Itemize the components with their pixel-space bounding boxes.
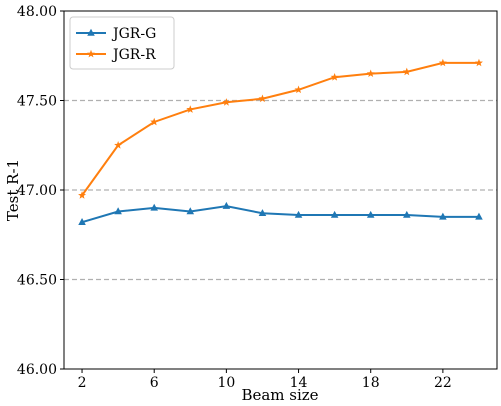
data-point-jgr-g [222,201,231,209]
legend-entry-jgr-g: JGR-G [76,26,156,42]
series-line-jgr-g [81,205,479,224]
x-tick-label: 2 [78,375,87,391]
data-point-jgr-r [186,105,195,113]
x-axis-ticks: 2 6 10 14 18 22 [78,369,452,391]
data-point-jgr-r [150,117,159,126]
data-point-jgr-r [78,191,87,199]
legend-swatch-marker [87,28,95,36]
data-point-jgr-g [114,207,122,215]
y-tick-label: 48.00 [17,4,57,20]
data-point-jgr-g [258,209,267,216]
data-point-jgr-g [439,212,447,220]
legend-box [69,16,175,70]
x-tick-label: 14 [290,375,308,391]
legend-label: JGR-G [111,26,156,42]
x-tick-label: 18 [362,375,380,391]
x-tick-label: 6 [150,375,159,391]
data-point-jgr-g [475,212,483,220]
y-tick-label: 47.50 [17,94,57,110]
series-jgr-g [78,201,483,225]
y-tick-label: 46.00 [17,362,57,378]
series-layer [78,58,483,225]
data-point-jgr-g [78,218,86,225]
legend-entry-jgr-r: JGR-R [76,47,156,63]
x-axis-label: Beam size [241,386,318,404]
x-tick-label: 22 [434,375,452,391]
data-point-jgr-g [403,210,411,218]
data-point-jgr-r [330,73,339,81]
data-point-jgr-r [294,85,303,94]
data-point-jgr-g [330,210,339,218]
data-point-jgr-r [258,94,267,103]
data-point-jgr-r [402,67,411,76]
data-point-jgr-r [438,58,447,67]
data-point-jgr-r [114,141,123,149]
legend: JGR-G JGR-R [69,16,175,70]
legend-label: JGR-R [111,47,156,63]
y-axis-label: Test R-1 [4,159,22,221]
grid-lines [64,99,497,281]
y-axis-ticks: 46.00 46.50 47.00 47.50 48.00 [17,4,64,378]
data-point-jgr-g [294,210,303,218]
x-tick-label: 10 [217,375,235,391]
y-tick-label: 47.00 [17,183,57,199]
legend-swatch-marker [87,49,95,58]
data-point-jgr-g [366,210,375,218]
series-jgr-r [78,58,483,199]
y-tick-label: 46.50 [17,273,57,289]
data-point-jgr-r [474,58,483,67]
series-line-jgr-r [81,61,479,196]
data-point-jgr-r [366,69,375,78]
data-point-jgr-r [222,98,231,106]
data-point-jgr-g [186,207,195,215]
data-point-jgr-g [150,203,158,211]
